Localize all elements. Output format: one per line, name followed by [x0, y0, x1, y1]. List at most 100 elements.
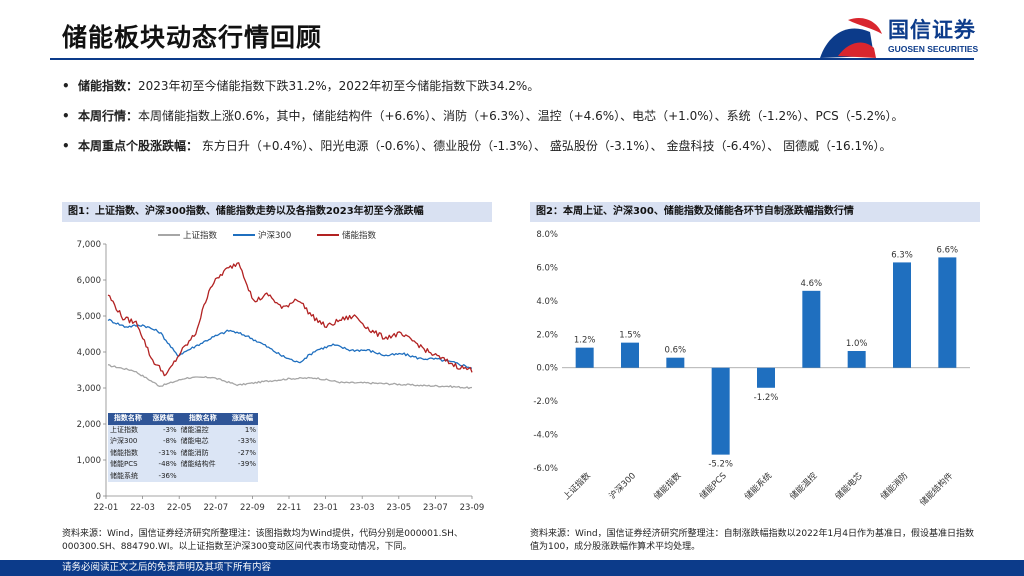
y-tick-label: 7,000	[77, 240, 101, 250]
y-tick-label: -2.0%	[533, 397, 558, 407]
table-row: 上证指数 -3% 储能温控 1%	[108, 424, 258, 436]
series-line	[107, 262, 473, 377]
legend-label: 沪深300	[258, 230, 291, 241]
figure1-source-note: 资料来源：Wind，国信证券经济研究所整理注：该图指数均为Wind提供，代码分别…	[62, 529, 463, 552]
table-cell: 储能指数	[108, 447, 148, 459]
bar	[847, 351, 866, 368]
summary-bullets: • 储能指数：2023年初至今储能指数下跌31.2%，2022年初至今储能指数下…	[62, 78, 982, 168]
logo-name: 国信证券	[888, 18, 976, 42]
figure1-title: 图1：上证指数、沪深300指数、储能指数走势以及各指数2023年初至今涨跌幅	[62, 202, 492, 222]
table-cell: -36%	[147, 470, 179, 482]
table-cell: 储能温控	[178, 424, 227, 436]
category-label: 沪深300	[607, 470, 638, 501]
table-cell: 1%	[226, 424, 258, 436]
bar	[802, 290, 821, 368]
table-header-row: 指数名称 涨跌幅 指数名称 涨跌幅	[108, 413, 258, 425]
data-label: 6.3%	[891, 250, 913, 260]
x-tick-label: 22-09	[240, 503, 265, 513]
table-header-cell: 涨跌幅	[226, 413, 258, 425]
table-cell	[178, 470, 227, 482]
series-line	[107, 364, 473, 390]
legend-label: 上证指数	[183, 230, 218, 241]
table-cell: 储能消防	[178, 447, 227, 459]
table-cell: -39%	[226, 459, 258, 471]
data-label: 4.6%	[801, 279, 823, 289]
x-tick-label: 23-03	[350, 503, 375, 513]
bar	[666, 357, 685, 368]
table-cell: -27%	[226, 447, 258, 459]
table-header-cell: 指数名称	[108, 413, 148, 425]
table-cell: -8%	[147, 436, 179, 448]
disclaimer-text: 请务必阅读正文之后的免责声明及其项下所有内容	[62, 562, 272, 573]
page-title: 储能板块动态行情回顾	[62, 23, 323, 52]
category-label: 储能系统	[742, 470, 774, 502]
x-tick-label: 22-03	[130, 503, 155, 513]
y-tick-label: 2.0%	[536, 330, 558, 340]
x-tick-label: 23-09	[460, 503, 485, 513]
table-cell: 储能PCS	[108, 459, 148, 471]
data-label: -5.2%	[708, 460, 733, 470]
bullet-dot: •	[62, 79, 70, 93]
y-tick-label: 3,000	[77, 384, 101, 394]
bar	[757, 367, 775, 388]
bullet-dot: •	[62, 139, 70, 153]
data-label: -1.2%	[754, 393, 779, 403]
figure2-source-note: 资料来源：Wind，国信证券经济研究所整理注：自制涨跌幅指数以2022年1月4日…	[530, 529, 974, 552]
y-tick-label: 2,000	[77, 420, 101, 430]
table-cell: -33%	[226, 436, 258, 448]
logo-subtitle: GUOSEN SECURITIES	[888, 44, 979, 54]
y-tick-label: 0	[96, 492, 101, 502]
bullet-key: 储能指数：	[78, 79, 139, 93]
index-change-table: 指数名称 涨跌幅 指数名称 涨跌幅 上证指数 -3% 储能温控 1% 沪深300…	[108, 413, 258, 482]
table-cell: 储能结构件	[178, 459, 227, 471]
table-row: 储能PCS -48% 储能结构件 -39%	[108, 459, 258, 471]
table-cell: 沪深300	[108, 436, 148, 448]
table-cell: 储能电芯	[178, 436, 227, 448]
bar	[621, 342, 639, 368]
bullet-text: 东方日升（+0.4%）、阳光电源（-0.6%）、德业股份（-1.3%）、 盛弘股…	[198, 139, 892, 153]
index-trend-line-chart: 0 1,000 2,000 3,000 4,000 5,000 6,000 7,000 22-0…	[77, 230, 485, 513]
bullet-text: 2023年初至今储能指数下跌31.2%，2022年初至今储能指数下跌34.2%。	[138, 79, 540, 93]
bar	[938, 257, 957, 368]
table-cell: 上证指数	[108, 424, 148, 436]
bullet-dot: •	[62, 109, 70, 123]
x-tick-label: 22-01	[94, 503, 119, 513]
y-tick-label: 0.0%	[536, 364, 558, 374]
bullet-key: 本周行情：	[78, 109, 139, 123]
y-tick-label: 4,000	[77, 348, 101, 358]
y-tick-label: -6.0%	[533, 464, 558, 474]
y-tick-label: 4.0%	[536, 297, 558, 307]
legend-label: 储能指数	[342, 230, 377, 241]
bullet-text: 本周储能指数上涨0.6%，其中，储能结构件（+6.6%）、消防（+6.3%）、温…	[138, 109, 904, 123]
table-cell: 储能系统	[108, 470, 148, 482]
bar	[575, 347, 594, 368]
data-label: 1.0%	[846, 339, 868, 349]
bullet-key: 本周重点个股涨跌幅：	[78, 139, 199, 153]
category-label: 储能结构件	[918, 470, 956, 508]
weekly-change-bar-chart: -6.0% -4.0% -2.0% 0.0% 2.0% 4.0% 6.0% 8.0% 1.2% 上…	[533, 230, 970, 508]
guosen-logo-icon	[820, 17, 882, 58]
table-cell	[226, 470, 258, 482]
series-line	[107, 318, 473, 369]
category-label: 储能电芯	[833, 470, 865, 502]
y-tick-label: 1,000	[77, 456, 101, 466]
x-tick-label: 22-05	[167, 503, 192, 513]
table-cell: -3%	[147, 424, 179, 436]
bar	[711, 367, 730, 455]
table-cell: -31%	[147, 447, 179, 459]
y-tick-label: -4.0%	[533, 431, 558, 441]
title-divider	[50, 58, 974, 60]
x-tick-label: 22-07	[203, 503, 228, 513]
x-tick-label: 23-01	[313, 503, 338, 513]
category-label: 储能PCS	[697, 470, 728, 501]
table-row: 储能系统 -36%	[108, 470, 258, 482]
category-label: 储能消防	[878, 470, 910, 502]
bullet-stocks: • 本周重点个股涨跌幅： 东方日升（+0.4%）、阳光电源（-0.6%）、德业股…	[62, 138, 982, 168]
table-header-cell: 涨跌幅	[147, 413, 179, 425]
category-label: 上证指数	[561, 470, 593, 502]
data-label: 1.2%	[574, 336, 596, 346]
table-row: 沪深300 -8% 储能电芯 -33%	[108, 436, 258, 448]
table-cell: -48%	[147, 459, 179, 471]
bullet-weekly: • 本周行情：本周储能指数上涨0.6%，其中，储能结构件（+6.6%）、消防（+…	[62, 108, 982, 138]
x-tick-label: 23-07	[423, 503, 448, 513]
